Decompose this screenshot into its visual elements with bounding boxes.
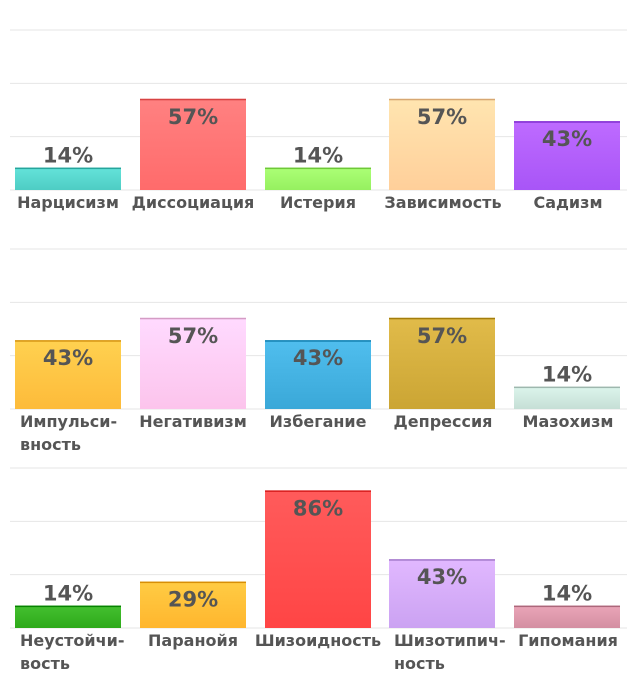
chart-panel-1: 14% Нарцисизм 57% Диссоциация 14% Истерия 57% З…	[10, 29, 627, 212]
data-label: 43%	[43, 346, 93, 370]
chart-panel-3: 14% Неустойчи-вость 29% Паранойя 86% Шизоидно…	[10, 467, 627, 673]
data-label: 43%	[417, 565, 467, 589]
bar	[265, 340, 371, 409]
data-label: 14%	[542, 363, 592, 387]
bar	[389, 98, 495, 190]
category-label: Неустойчи-	[20, 631, 124, 650]
bar-top-edge	[389, 559, 495, 561]
bar	[15, 167, 121, 190]
data-label: 14%	[43, 582, 93, 606]
data-label: 57%	[417, 324, 467, 348]
bar-top-edge	[15, 167, 121, 170]
bar	[514, 386, 620, 409]
data-label: 29%	[168, 588, 218, 612]
chart-panel-2: 43% Импульси-вность 57% Негативизм 43% Избега…	[10, 248, 627, 454]
bar-top-edge	[15, 340, 121, 342]
data-label: 14%	[542, 582, 592, 606]
data-label: 86%	[293, 496, 343, 520]
bar-top-edge	[140, 581, 246, 584]
data-label: 57%	[168, 105, 218, 129]
bar-top-edge	[389, 317, 495, 320]
bar	[514, 605, 620, 628]
category-label: Шизотипич-	[394, 631, 506, 650]
bar-top-edge	[265, 340, 371, 342]
category-label: Садизм	[533, 193, 602, 212]
bar	[15, 340, 121, 409]
bar-top-edge	[514, 605, 620, 608]
category-label: Нарцисизм	[17, 193, 119, 212]
category-label: Негативизм	[139, 412, 247, 431]
bar	[140, 317, 246, 409]
category-label-continued: вность	[20, 435, 81, 454]
category-label: Гипомания	[518, 631, 618, 650]
data-label: 14%	[43, 144, 93, 168]
bar	[140, 98, 246, 190]
category-label: Шизоидность	[255, 631, 381, 650]
category-label: Зависимость	[384, 193, 501, 212]
data-label: 43%	[542, 127, 592, 151]
category-label: Избегание	[270, 412, 367, 431]
category-label-continued: вость	[20, 654, 70, 673]
category-label: Мазохизм	[523, 412, 614, 431]
bar-top-edge	[15, 605, 121, 608]
bar	[514, 121, 620, 190]
bar-top-edge	[514, 386, 620, 389]
category-label: Импульси-	[20, 412, 117, 431]
bar	[140, 581, 246, 628]
bar	[265, 167, 371, 190]
category-label: Диссоциация	[132, 193, 255, 212]
category-label: Истерия	[280, 193, 356, 212]
category-label: Паранойя	[148, 631, 238, 650]
bar	[265, 490, 371, 628]
bar-top-edge	[265, 167, 371, 170]
bar	[389, 559, 495, 628]
data-label: 57%	[168, 324, 218, 348]
bar-top-edge	[514, 121, 620, 123]
bar	[389, 317, 495, 409]
category-label: Депрессия	[394, 412, 493, 431]
bar-top-edge	[389, 98, 495, 101]
data-label: 14%	[293, 144, 343, 168]
bar-top-edge	[140, 317, 246, 320]
bar-top-edge	[265, 490, 371, 492]
bar-top-edge	[140, 98, 246, 101]
category-label-continued: ность	[394, 654, 445, 673]
data-label: 43%	[293, 346, 343, 370]
bar	[15, 605, 121, 628]
data-label: 57%	[417, 105, 467, 129]
